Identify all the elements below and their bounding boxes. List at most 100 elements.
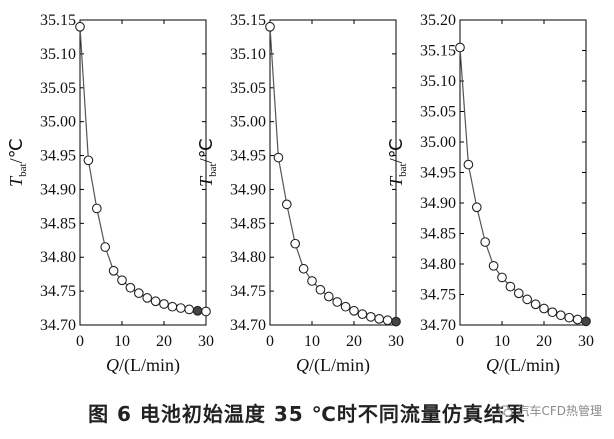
data-point bbox=[167, 301, 178, 312]
y-tick-label: 34.70 bbox=[420, 317, 456, 334]
data-point bbox=[513, 288, 524, 299]
data-point bbox=[555, 310, 566, 321]
y-tick-label: 34.85 bbox=[230, 215, 266, 232]
data-point bbox=[125, 282, 136, 293]
data-point bbox=[455, 42, 465, 53]
x-tick-label: 20 bbox=[156, 333, 172, 350]
series-line bbox=[269, 26, 397, 323]
y-tick-label: 35.00 bbox=[40, 114, 76, 131]
data-point bbox=[83, 155, 94, 166]
x-tick-label: 30 bbox=[578, 333, 594, 350]
wechat-icon bbox=[499, 404, 514, 417]
data-point bbox=[463, 159, 474, 170]
data-point bbox=[315, 284, 326, 295]
y-tick-label: 34.95 bbox=[40, 148, 76, 165]
data-point bbox=[265, 21, 275, 32]
y-tick-label: 34.85 bbox=[40, 215, 76, 232]
data-point bbox=[117, 275, 127, 286]
data-point bbox=[150, 296, 161, 307]
y-tick-label: 34.85 bbox=[420, 226, 456, 243]
series-line bbox=[459, 47, 587, 322]
chart-panel-1: 34.70 34.75 34.80 34.85 34.90 34.95 35.00 35.05… bbox=[6, 12, 214, 376]
data-point bbox=[365, 312, 376, 322]
x-tick-label: 0 bbox=[266, 333, 274, 350]
data-point bbox=[497, 272, 507, 283]
y-axis-label: Tbat/℃ bbox=[196, 138, 219, 187]
data-point bbox=[581, 316, 591, 327]
data-point bbox=[471, 202, 482, 213]
data-point bbox=[75, 21, 85, 32]
y-tick-label: 34.95 bbox=[230, 148, 266, 165]
y-tick-label: 35.15 bbox=[40, 12, 76, 29]
y-tick-label: 35.15 bbox=[230, 12, 266, 29]
data-point bbox=[522, 294, 533, 305]
data-point bbox=[100, 242, 111, 252]
x-tick-label: 10 bbox=[304, 333, 320, 350]
x-tick-label: 0 bbox=[456, 333, 464, 350]
x-tick-label: 20 bbox=[346, 333, 362, 350]
data-point bbox=[382, 315, 393, 326]
data-point bbox=[175, 303, 186, 313]
data-point bbox=[332, 297, 343, 307]
x-tick-label: 10 bbox=[494, 333, 510, 350]
y-tick-label: 34.90 bbox=[40, 181, 76, 198]
y-tick-label: 34.70 bbox=[230, 317, 266, 334]
plot-frame bbox=[79, 19, 207, 326]
x-axis-label: Q/(L/min) bbox=[296, 355, 370, 376]
data-point bbox=[488, 260, 499, 271]
y-tick-label: 34.90 bbox=[230, 181, 266, 198]
data-point bbox=[201, 306, 211, 317]
data-point bbox=[391, 316, 401, 327]
x-tick-label: 20 bbox=[536, 333, 552, 350]
y-tick-label: 35.10 bbox=[230, 46, 266, 63]
data-point bbox=[192, 305, 203, 316]
y-tick-label: 34.75 bbox=[420, 287, 456, 304]
data-point bbox=[298, 263, 309, 274]
data-point bbox=[91, 203, 102, 214]
data-point bbox=[539, 303, 549, 314]
y-tick-label: 35.00 bbox=[230, 114, 266, 131]
x-tick-label: 10 bbox=[114, 333, 130, 350]
chart-panel-2: 34.70 34.75 34.80 34.85 34.90 34.95 35.00 35.05… bbox=[196, 12, 404, 376]
y-tick-label: 34.80 bbox=[230, 249, 266, 266]
y-tick-label: 35.10 bbox=[420, 73, 456, 90]
data-point bbox=[142, 293, 153, 303]
data-point bbox=[290, 238, 301, 249]
figure-caption: 图 6 电池初始温度 35 ℃时不同流量仿真结果 bbox=[88, 402, 526, 426]
watermark-text: 汽车CFD热管理 bbox=[517, 404, 602, 418]
y-tick-label: 34.90 bbox=[420, 195, 456, 212]
data-point bbox=[108, 265, 119, 276]
y-axis-label: Tbat/℃ bbox=[386, 138, 409, 187]
y-tick-label: 34.95 bbox=[420, 165, 456, 182]
y-tick-label: 35.05 bbox=[40, 80, 76, 97]
y-tick-label: 34.75 bbox=[230, 283, 266, 300]
y-tick-label: 35.15 bbox=[420, 43, 456, 60]
data-point bbox=[273, 152, 284, 163]
data-point bbox=[349, 305, 359, 316]
y-tick-label: 35.00 bbox=[420, 134, 456, 151]
chart-panel-3: 34.70 34.75 34.80 34.85 34.90 34.95 35.00 35.05… bbox=[386, 12, 594, 376]
plot-frame bbox=[459, 19, 587, 326]
x-tick-label: 0 bbox=[76, 333, 84, 350]
data-point bbox=[323, 291, 334, 302]
data-point bbox=[159, 299, 169, 309]
plot-frame bbox=[269, 19, 397, 326]
x-tick-label: 30 bbox=[388, 333, 404, 350]
data-point bbox=[184, 304, 195, 315]
watermark: 汽车CFD热管理 bbox=[499, 402, 602, 419]
y-tick-label: 35.10 bbox=[40, 46, 76, 63]
data-point bbox=[307, 276, 317, 286]
data-point bbox=[564, 312, 575, 323]
data-point bbox=[480, 237, 491, 247]
data-point bbox=[505, 281, 516, 292]
y-tick-label: 34.80 bbox=[420, 256, 456, 273]
data-point bbox=[357, 309, 368, 320]
series-line bbox=[79, 26, 207, 312]
data-point bbox=[133, 288, 144, 298]
y-tick-label: 35.05 bbox=[230, 80, 266, 97]
y-tick-label: 34.75 bbox=[40, 283, 76, 300]
x-tick-label: 30 bbox=[198, 333, 214, 350]
data-point bbox=[547, 307, 558, 318]
y-axis-label: Tbat/℃ bbox=[6, 138, 29, 187]
